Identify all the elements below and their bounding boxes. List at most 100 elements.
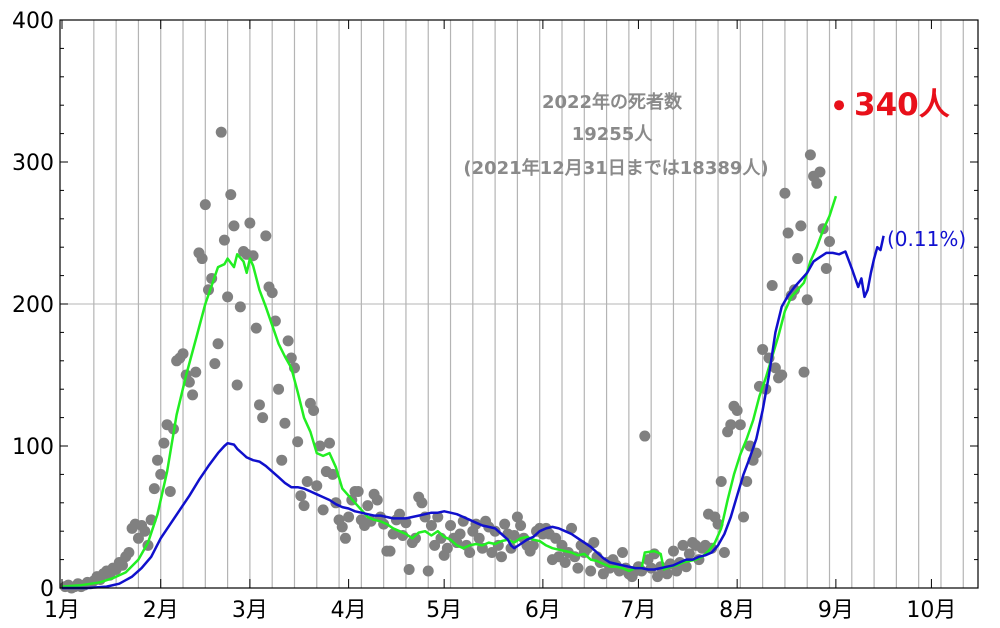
data-point bbox=[814, 166, 826, 178]
data-point bbox=[680, 561, 692, 573]
data-point bbox=[257, 412, 269, 424]
data-point bbox=[779, 187, 791, 199]
data-point bbox=[757, 343, 769, 355]
data-point bbox=[155, 468, 167, 480]
data-point bbox=[811, 177, 823, 189]
data-point bbox=[196, 253, 208, 265]
data-point bbox=[661, 568, 673, 580]
data-point bbox=[148, 483, 160, 495]
data-point bbox=[515, 520, 527, 532]
data-point bbox=[212, 338, 224, 350]
x-tick-label: 7月 bbox=[620, 598, 656, 623]
data-point bbox=[769, 362, 781, 374]
data-point bbox=[731, 405, 743, 416]
data-point bbox=[792, 253, 804, 265]
latest-value-label: 340人 bbox=[854, 87, 950, 123]
data-point bbox=[164, 485, 176, 497]
y-tick-labels: 0 100 200 300 400 bbox=[12, 9, 54, 602]
data-point bbox=[301, 476, 313, 487]
x-tick-label: 1月 bbox=[44, 598, 80, 623]
x-tick-labels: 1月 2月 3月 4月 5月 6月 7月 8月 9月 10月 bbox=[44, 598, 956, 623]
data-point bbox=[505, 542, 517, 554]
data-point bbox=[371, 494, 383, 506]
data-point bbox=[585, 565, 597, 577]
data-point bbox=[282, 335, 294, 347]
data-point bbox=[231, 379, 243, 391]
annotation-summary-line1: 2022年の死者数 bbox=[542, 91, 683, 113]
data-point bbox=[222, 291, 234, 303]
data-point bbox=[416, 497, 428, 509]
data-point bbox=[683, 548, 695, 560]
data-point bbox=[464, 547, 476, 558]
annotation-summary-line2: 19255人 bbox=[572, 124, 654, 145]
data-point bbox=[734, 419, 746, 431]
data-point bbox=[801, 294, 813, 306]
data-point bbox=[403, 564, 415, 576]
data-point bbox=[511, 511, 523, 523]
y-tick-label: 200 bbox=[12, 293, 54, 318]
data-point bbox=[317, 504, 329, 516]
data-point bbox=[250, 322, 262, 334]
data-point bbox=[158, 437, 170, 449]
data-point bbox=[429, 539, 441, 551]
x-tick-label: 3月 bbox=[232, 598, 268, 623]
data-point bbox=[384, 545, 396, 557]
data-point bbox=[279, 417, 291, 429]
data-point bbox=[266, 287, 278, 299]
data-point bbox=[190, 366, 202, 378]
data-point bbox=[667, 545, 679, 557]
data-point bbox=[454, 528, 466, 540]
data-point bbox=[199, 199, 211, 211]
data-point bbox=[117, 559, 129, 571]
blue-series-line bbox=[62, 235, 885, 590]
data-point bbox=[645, 562, 657, 574]
data-point bbox=[425, 520, 437, 532]
data-point bbox=[445, 520, 457, 532]
y-tick-label: 100 bbox=[12, 435, 54, 460]
data-point bbox=[432, 511, 444, 523]
data-point bbox=[486, 547, 498, 558]
data-point bbox=[499, 518, 511, 530]
x-tick-label: 10月 bbox=[906, 598, 956, 623]
x-tick-label: 9月 bbox=[818, 598, 854, 623]
data-point bbox=[677, 539, 689, 551]
data-point bbox=[495, 551, 507, 563]
data-point bbox=[244, 217, 256, 229]
data-point bbox=[798, 366, 810, 378]
green-series-line bbox=[61, 195, 838, 588]
data-point bbox=[336, 521, 348, 533]
data-point bbox=[276, 454, 288, 466]
data-point bbox=[556, 539, 568, 551]
data-point bbox=[441, 542, 453, 554]
data-point bbox=[718, 547, 730, 558]
data-point bbox=[820, 263, 832, 274]
data-point bbox=[132, 532, 144, 544]
data-point bbox=[292, 436, 304, 448]
data-point bbox=[725, 419, 737, 431]
data-point bbox=[400, 517, 412, 529]
data-point bbox=[183, 376, 195, 388]
data-point bbox=[327, 468, 339, 480]
data-point bbox=[298, 500, 310, 512]
data-point bbox=[617, 547, 629, 558]
data-point bbox=[508, 529, 520, 541]
annotation-summary-line3: (2021年12月31日までは18389人) bbox=[463, 157, 768, 179]
data-point bbox=[324, 437, 336, 449]
data-point bbox=[215, 126, 227, 138]
data-point bbox=[218, 234, 230, 246]
data-point bbox=[228, 220, 240, 232]
data-point bbox=[776, 369, 788, 381]
data-point bbox=[795, 220, 807, 232]
data-point bbox=[715, 476, 727, 487]
data-point bbox=[152, 454, 164, 466]
data-point bbox=[311, 480, 323, 492]
data-point bbox=[766, 280, 778, 292]
data-point bbox=[782, 227, 794, 239]
data-point bbox=[139, 525, 151, 537]
data-point bbox=[824, 236, 836, 248]
data-point bbox=[409, 532, 421, 544]
x-tick-label: 5月 bbox=[426, 598, 462, 623]
data-point bbox=[527, 539, 539, 551]
data-point bbox=[572, 562, 584, 574]
